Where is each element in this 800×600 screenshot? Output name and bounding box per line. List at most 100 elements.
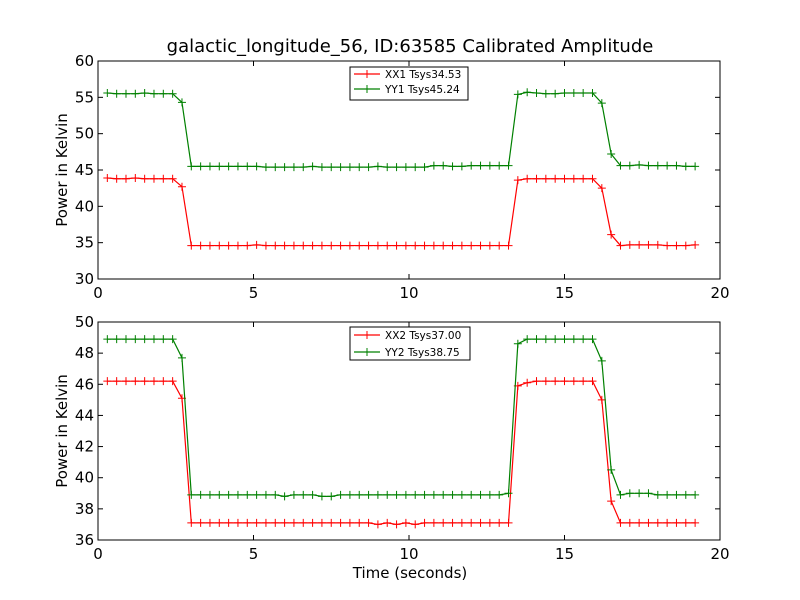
data-point (149, 174, 158, 183)
legend-marker-yy2 (363, 348, 371, 356)
data-point (280, 163, 289, 172)
data-point (635, 518, 644, 527)
data-point (299, 518, 308, 527)
data-point (289, 518, 298, 527)
data-point (308, 162, 317, 171)
data-point (317, 492, 326, 501)
data-point (159, 174, 168, 183)
data-point (271, 163, 280, 172)
data-point (308, 490, 317, 499)
data-point (383, 241, 392, 250)
data-point (103, 335, 112, 344)
data-point (681, 490, 690, 499)
data-point (187, 162, 196, 171)
data-point (588, 88, 597, 97)
y-tick-label: 36 (75, 531, 94, 549)
data-point (299, 241, 308, 250)
data-point (383, 163, 392, 172)
data-point (336, 490, 345, 499)
data-point (196, 162, 205, 171)
data-point (355, 490, 364, 499)
data-point (597, 395, 606, 404)
data-point (187, 518, 196, 527)
data-point (644, 161, 653, 170)
data-point (429, 241, 438, 250)
data-point (149, 89, 158, 98)
data-point (233, 518, 242, 527)
data-point (345, 490, 354, 499)
data-point (457, 162, 466, 171)
data-point (187, 490, 196, 499)
y-tick-label: 40 (75, 197, 94, 215)
y-tick-label: 30 (75, 270, 94, 288)
x-tick-label: 5 (249, 284, 259, 302)
data-point (663, 241, 672, 250)
data-point (588, 377, 597, 386)
data-point (420, 241, 429, 250)
data-point (616, 518, 625, 527)
data-point (467, 161, 476, 170)
data-point (289, 490, 298, 499)
data-point (439, 161, 448, 170)
data-point (196, 241, 205, 250)
legend-label-yy1: YY1 Tsys45.24 (384, 84, 460, 96)
data-point (373, 520, 382, 529)
data-point (345, 163, 354, 172)
data-point (261, 518, 270, 527)
x-tick-label: 10 (399, 545, 418, 563)
data-point (392, 520, 401, 529)
data-point (504, 489, 513, 498)
data-point (588, 335, 597, 344)
data-point (261, 163, 270, 172)
data-point (579, 377, 588, 386)
data-point (653, 518, 662, 527)
data-point (233, 241, 242, 250)
x-tick-label: 5 (249, 545, 259, 563)
data-point (560, 377, 569, 386)
y-tick-label: 50 (75, 125, 94, 143)
data-point (541, 89, 550, 98)
data-point (439, 241, 448, 250)
data-point (327, 518, 336, 527)
data-point (523, 335, 532, 344)
data-point (383, 518, 392, 527)
data-point (495, 518, 504, 527)
series-line-1-panel-1 (107, 177, 696, 247)
data-point (532, 174, 541, 183)
data-point (261, 490, 270, 499)
data-point (672, 518, 681, 527)
data-point (485, 161, 494, 170)
data-point (159, 335, 168, 344)
data-point (327, 492, 336, 501)
data-point (439, 518, 448, 527)
data-point (355, 518, 364, 527)
data-point (625, 240, 634, 249)
data-point (373, 162, 382, 171)
data-point (457, 490, 466, 499)
data-point (355, 163, 364, 172)
data-point (607, 497, 616, 506)
data-point (327, 241, 336, 250)
y-tick-label: 46 (75, 375, 94, 393)
data-point (513, 339, 522, 348)
data-point (597, 356, 606, 365)
data-point (196, 490, 205, 499)
data-point (541, 335, 550, 344)
data-point (551, 335, 560, 344)
data-point (373, 490, 382, 499)
data-point (149, 377, 158, 386)
plot-area-1: 0 5 10 15 20 30 35 40 45 50 55 60 (75, 52, 730, 302)
legend-1: XX1 Tsys34.53 YY1 Tsys45.24 (349, 66, 469, 101)
data-point (691, 490, 700, 499)
plot-area-2: 0 5 10 15 20 36 38 40 42 44 46 48 50 (75, 313, 730, 563)
data-point (364, 241, 373, 250)
data-point (336, 518, 345, 527)
data-point (597, 184, 606, 193)
data-point (429, 490, 438, 499)
data-point (457, 241, 466, 250)
data-point (215, 241, 224, 250)
data-point (411, 241, 420, 250)
data-point (392, 163, 401, 172)
data-point (532, 88, 541, 97)
data-point (616, 241, 625, 250)
